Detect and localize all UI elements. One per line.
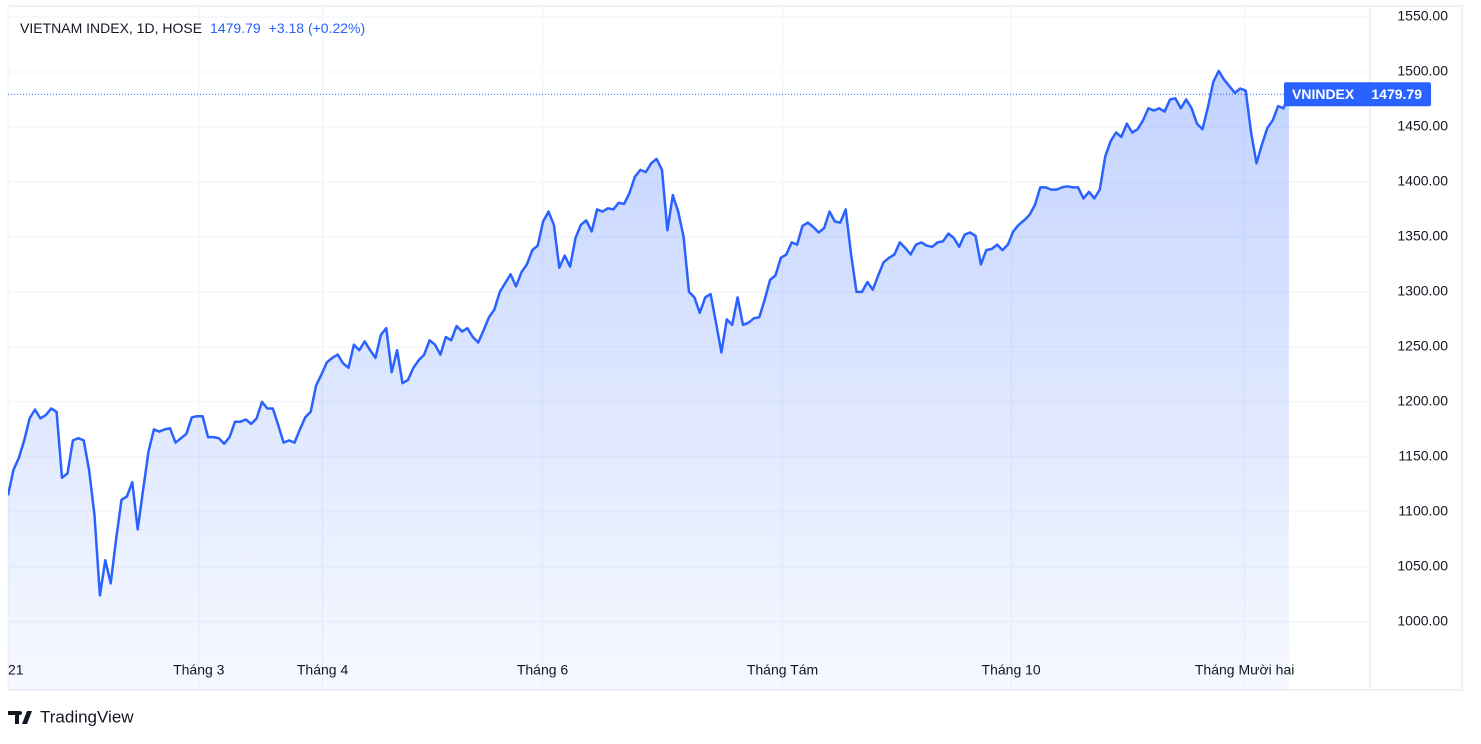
y-tick-label: 1250.00 <box>1397 338 1448 354</box>
price-tag-name: VNINDEX <box>1292 86 1355 102</box>
brand: TradingView <box>40 707 134 726</box>
change: +3.18 (+0.22%) <box>268 20 366 36</box>
y-tick-label: 1100.00 <box>1398 503 1448 519</box>
y-tick-label: 1200.00 <box>1397 393 1448 409</box>
price-line <box>8 69 1291 597</box>
y-tick-label: 1300.00 <box>1397 283 1448 299</box>
x-tick-label: Tháng 3 <box>173 662 225 678</box>
price-tag <box>1284 82 1431 107</box>
price-tag-value: 1479.79 <box>1371 86 1422 102</box>
title: VIETNAM INDEX, 1D, HOSE <box>20 20 203 36</box>
y-tick-label: 1050.00 <box>1397 558 1448 574</box>
y-tick-label: 1450.00 <box>1397 118 1448 134</box>
y-tick-label: 1400.00 <box>1397 173 1448 189</box>
x-tick-label: Tháng 10 <box>982 662 1041 678</box>
y-tick-label: 1550.00 <box>1397 8 1448 24</box>
last-value: 1479.79 <box>210 20 261 36</box>
header: VIETNAM INDEX, 1D, HOSE 1479.79 +3.18 (+0.… <box>20 20 373 36</box>
y-tick-label: 1500.00 <box>1397 63 1448 79</box>
y-tick-label: 1150.00 <box>1398 448 1448 464</box>
x-tick-label: Tháng Tám <box>747 662 818 678</box>
logo <box>8 711 32 724</box>
x-tick-label: Tháng Mười hai <box>1195 662 1294 678</box>
y-tick-label: 1000.00 <box>1397 613 1448 629</box>
x-tick-label: Tháng 4 <box>297 662 349 678</box>
area-fill <box>8 70 1289 690</box>
x-tick-label: 21 <box>8 662 24 678</box>
x-tick-label: Tháng 6 <box>517 662 569 678</box>
y-tick-label: 1350.00 <box>1397 228 1448 244</box>
